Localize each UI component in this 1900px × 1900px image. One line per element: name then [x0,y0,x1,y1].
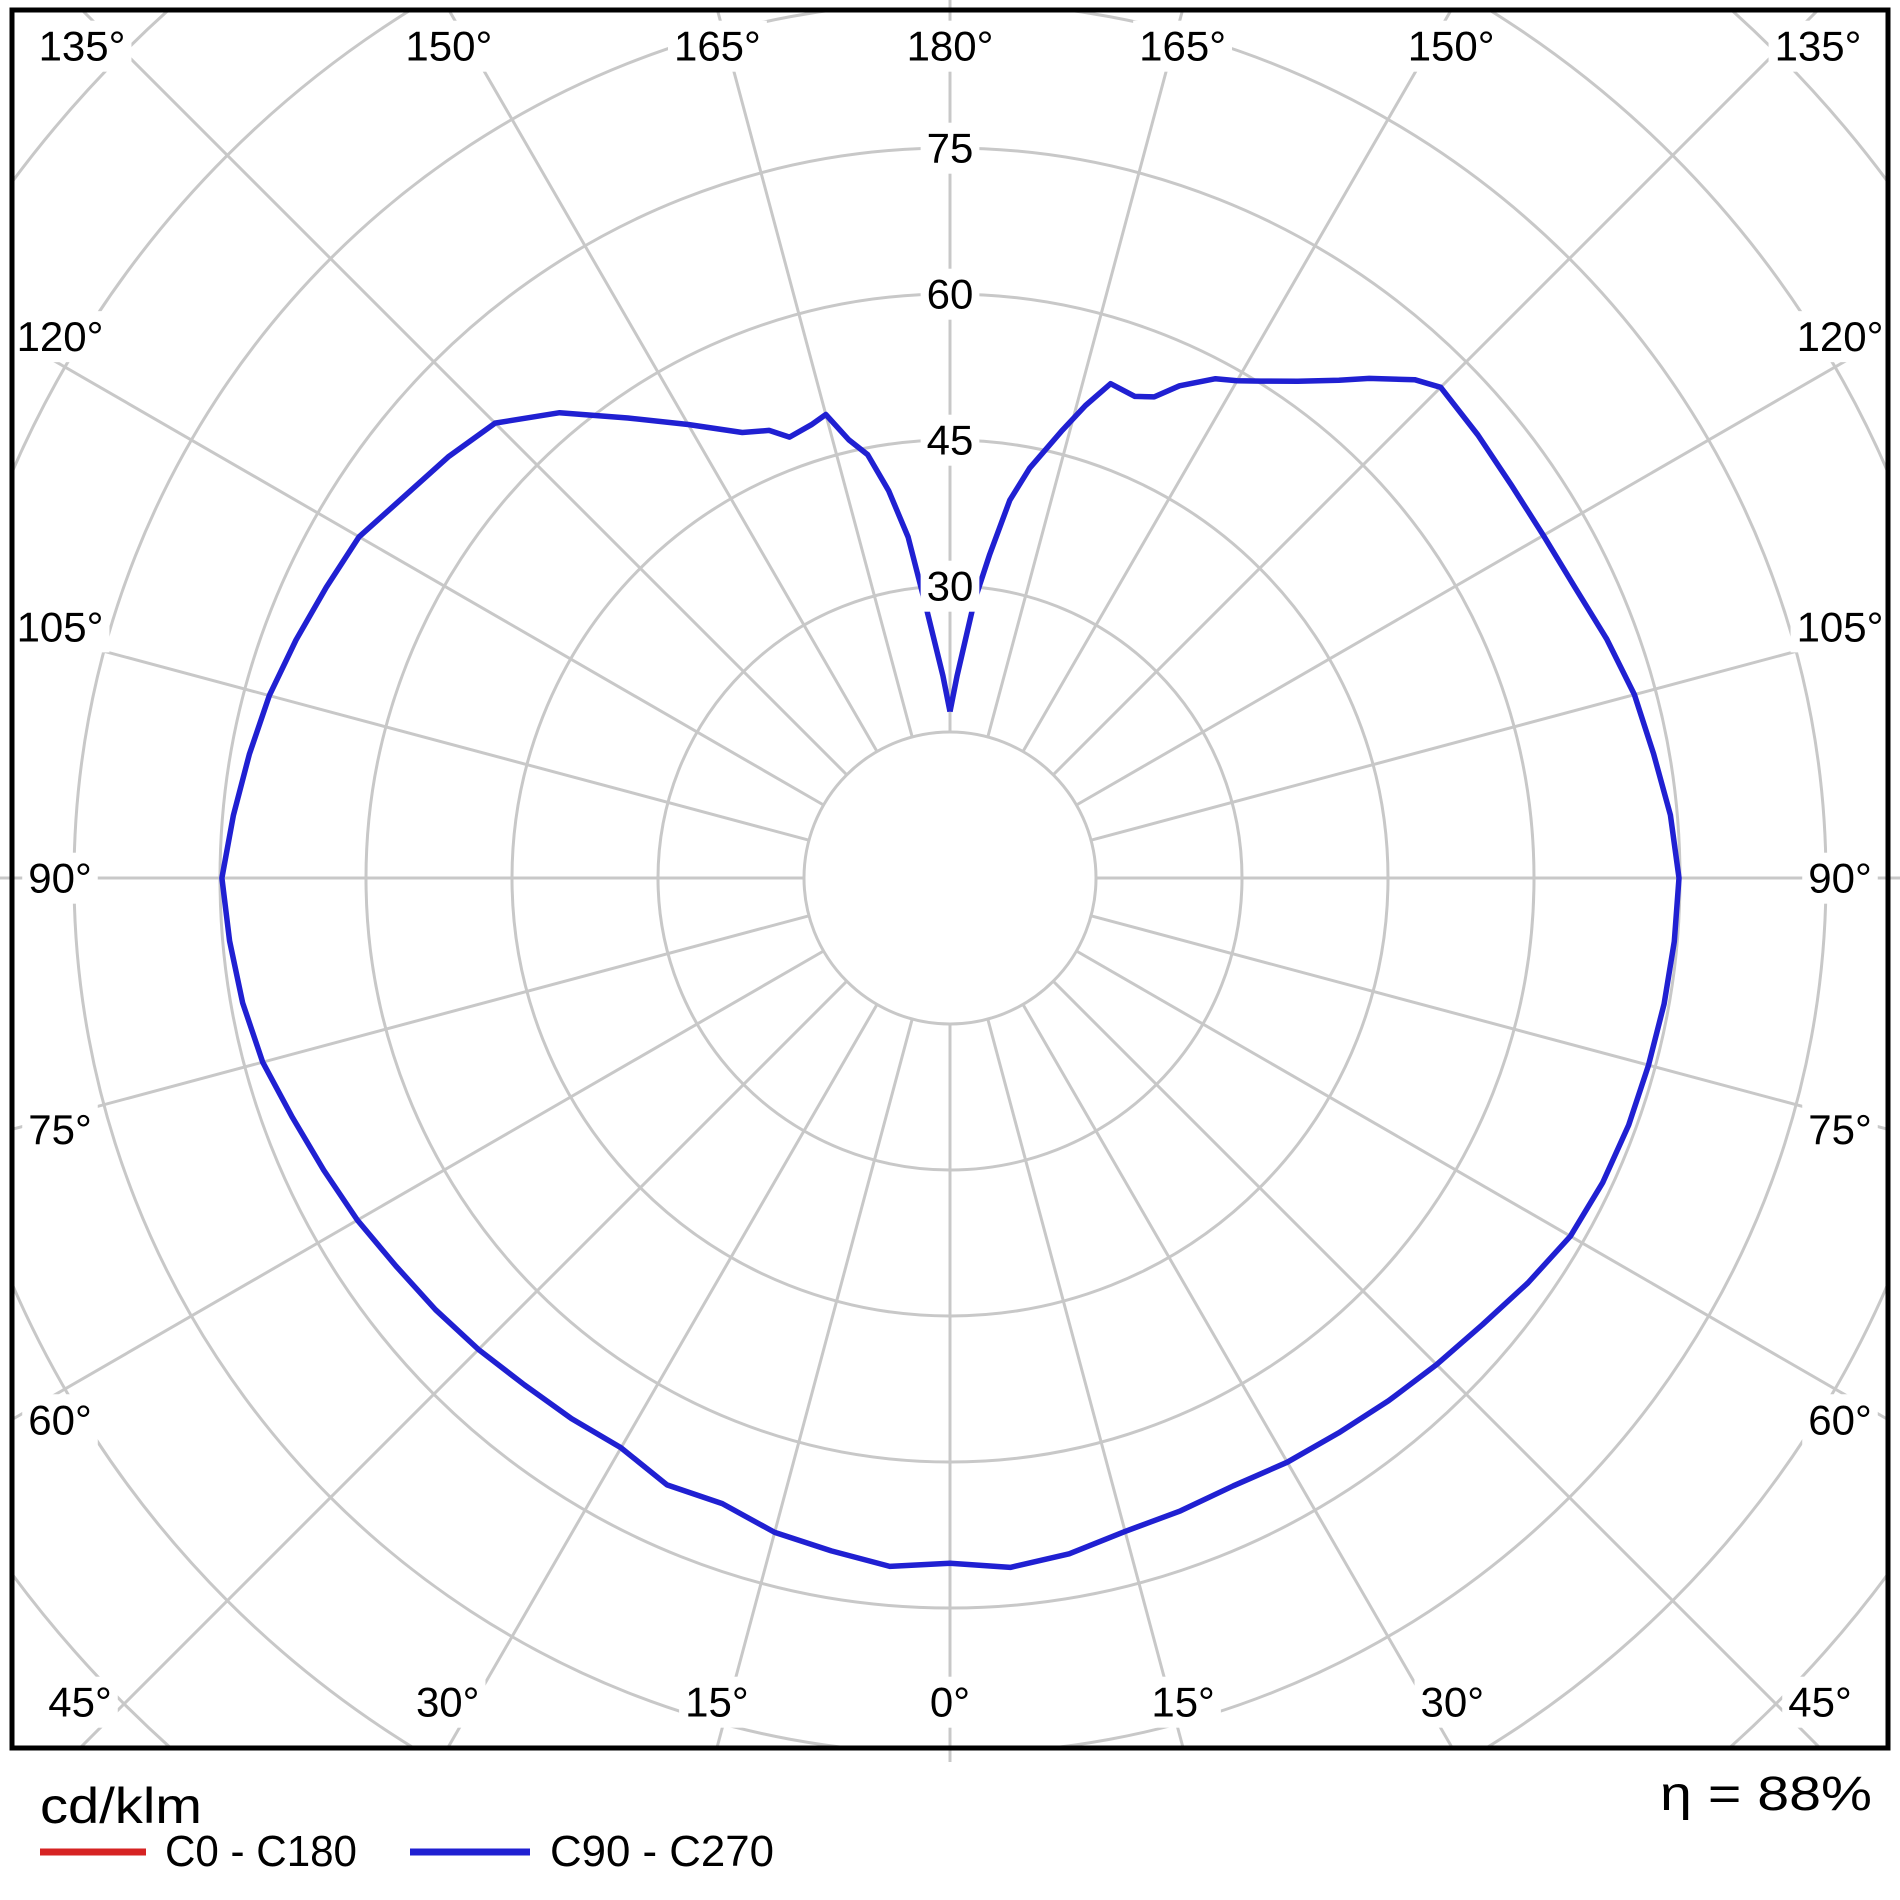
grid-spoke [1021,1003,1455,1748]
label-mask [923,1676,977,1728]
grid-spoke [715,10,914,738]
tick-labels: 0° 15° 15° 30° 30° 45° 45° 60° 60° 75° 75° 90° 90° 10… [10,20,1890,1728]
label-mask [409,1676,486,1728]
legend-label-c90-c270: C90 - C270 [550,1827,774,1876]
label-mask [679,1676,755,1728]
label-mask [920,122,980,174]
angle-label: 105° [1797,603,1884,650]
label-mask [1401,20,1501,72]
angle-label: 45° [48,1679,112,1726]
grid-spoke [447,10,879,753]
label-mask [399,20,499,72]
label-mask [920,268,980,320]
label-mask [10,601,110,653]
grid-spoke [1052,980,1823,1748]
angle-label: 90° [1808,855,1872,902]
angle-label: 15° [685,1679,749,1726]
angle-label: 120° [1797,313,1884,360]
plot-frame [9,7,1891,1751]
grid-spoke [77,980,848,1748]
angle-label: 150° [405,23,492,70]
label-mask [1782,1676,1858,1728]
angle-label: 150° [1408,23,1495,70]
label-mask [1790,601,1890,653]
angle-label: 75° [28,1106,92,1153]
legend-label-c0-c180: C0 - C180 [165,1827,357,1876]
curves-layer [219,375,1682,1571]
angle-label: 15° [1151,1679,1215,1726]
angle-label: 30° [1421,1679,1485,1726]
angle-label: 90° [28,855,92,902]
grid-ring [802,730,1098,1026]
angle-label: 165° [1139,23,1226,70]
label-mask [1802,1104,1878,1156]
angle-label: 75° [1808,1106,1872,1153]
grid-spoke [12,914,810,1131]
grid-spoke [12,949,825,1422]
grid-spoke [1021,10,1453,753]
angle-label: 180° [907,23,994,70]
radial-value-label: 60 [927,271,974,318]
angle-label: 105° [17,603,104,650]
grid-spoke [1090,625,1888,842]
radial-value-label: 30 [927,563,974,610]
label-mask [1790,311,1890,363]
grid-spoke [12,334,825,807]
label-mask [22,852,98,904]
angle-label: 0° [930,1679,970,1726]
label-mask [1133,20,1233,72]
label-mask [1414,1676,1491,1728]
angle-label: 45° [1788,1679,1852,1726]
angle-label: 135° [1775,23,1862,70]
label-mask [920,560,980,612]
grid-spoke [986,1018,1185,1748]
grid-spoke [1075,334,1888,807]
grid-spoke [1075,949,1888,1422]
radial-value-label: 45 [927,417,974,464]
angle-label: 30° [416,1679,480,1726]
grid-spoke [1052,10,1821,776]
radial-value-label: 75 [927,125,974,172]
angle-label: 60° [1808,1396,1872,1443]
label-mask [920,414,980,466]
label-mask [1145,1676,1221,1728]
unit-label: cd/klm [40,1778,202,1834]
grid-spoke [1090,914,1888,1131]
angle-label: 165° [674,23,761,70]
label-mask [1802,852,1878,904]
efficiency-label: η = 88% [1660,1768,1872,1821]
curve-c90-c270 [219,375,1682,1571]
label-mask [22,1394,98,1446]
angle-label: 60° [28,1396,92,1443]
label-mask [1802,1394,1878,1446]
label-mask [1768,20,1868,72]
label-mask [10,311,110,363]
label-mask [42,1676,118,1728]
grid-spoke [79,10,848,776]
angle-label: 120° [17,313,104,360]
angle-label: 135° [39,23,126,70]
grid-spoke [715,1018,914,1748]
label-mask [32,20,132,72]
grid-spoke [12,625,810,842]
grid-spoke [986,10,1185,738]
label-mask [22,1104,98,1156]
label-mask [900,20,1000,72]
label-mask [667,20,767,72]
grid-spoke [445,1003,879,1748]
